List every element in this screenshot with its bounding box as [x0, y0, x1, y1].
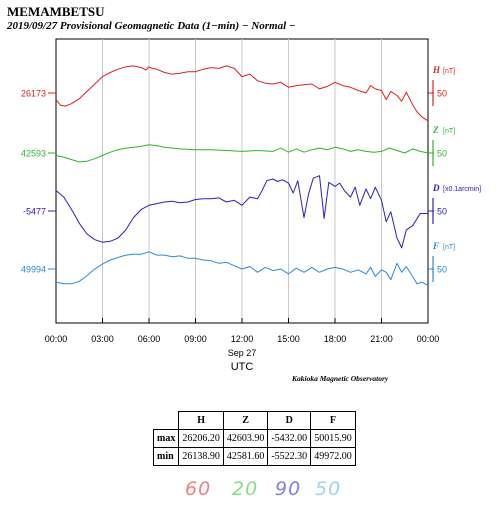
- x-tick-label: 21:00: [370, 334, 393, 344]
- series-line-h: [55, 65, 429, 122]
- row-label-max: max: [152, 429, 180, 448]
- series-name-f: F: [432, 241, 439, 251]
- scale-label-f: 50: [437, 265, 447, 275]
- series-line-d: [55, 175, 428, 249]
- series-name-h: H: [432, 65, 441, 75]
- station-name: MEMAMBETSU: [7, 4, 105, 19]
- max-h: 26206.20: [178, 429, 224, 448]
- baseline-value-f: 49994: [21, 265, 46, 275]
- observatory-credit: Kakioka Magnetic Observatory: [292, 374, 389, 383]
- scale-label-h: 50: [437, 89, 447, 99]
- baseline-value-z: 42593: [21, 149, 46, 159]
- table-corner: [153, 411, 180, 430]
- chart-subtitle: 2019/09/27 Provisional Geomagnetic Data …: [7, 20, 296, 32]
- baseline-value-h: 26173: [21, 89, 46, 99]
- series-name-d: D: [432, 183, 440, 193]
- handwritten-note-h: 60: [185, 478, 212, 500]
- scale-label-z: 50: [437, 149, 447, 159]
- series-unit-z: [nT]: [443, 128, 455, 135]
- x-tick-label: 18:00: [324, 334, 347, 344]
- x-tick-label: 06:00: [138, 334, 161, 344]
- x-tick-label: 09:00: [184, 334, 207, 344]
- table-header-row: H Z D F: [153, 411, 356, 430]
- x-tick-label: 00:00: [417, 334, 440, 344]
- max-min-table: H Z D F max 26206.20 42603.90 -5432.00 5…: [152, 411, 356, 466]
- baseline-value-d: -5477: [23, 207, 46, 217]
- series-line-z: [55, 144, 429, 163]
- table-row: max 26206.20 42603.90 -5432.00 50015.90: [152, 429, 356, 448]
- handwritten-note-d: 90: [275, 478, 302, 500]
- series-line-f: [55, 251, 429, 286]
- min-d: -5522.30: [267, 447, 312, 466]
- handwritten-note-z: 20: [232, 478, 259, 500]
- max-z: 42603.90: [222, 429, 269, 448]
- col-header-f: F: [310, 411, 356, 430]
- x-tick-label: 12:00: [231, 334, 254, 344]
- handwritten-note-f: 50: [315, 478, 342, 500]
- min-f: 49972.00: [310, 447, 356, 466]
- magnetogram-plot: 00:00 03:00 06:00 09:00 12:00 15:00 18:00 21:00…: [21, 38, 481, 373]
- col-header-d: D: [267, 411, 312, 430]
- x-axis-label: UTC: [231, 361, 254, 373]
- series-unit-f: [nT]: [443, 244, 455, 251]
- series-traces: [55, 65, 429, 286]
- axis-labels: 00:00 03:00 06:00 09:00 12:00 15:00 18:00 21:00…: [21, 65, 481, 373]
- time-gridlines: [102, 39, 382, 323]
- min-h: 26138.90: [178, 447, 224, 466]
- scale-label-d: 50: [437, 207, 447, 217]
- col-header-h: H: [178, 411, 224, 430]
- max-d: -5432.00: [267, 429, 312, 448]
- x-tick-label: 03:00: [91, 334, 114, 344]
- x-date-label: Sep 27: [228, 348, 257, 358]
- max-f: 50015.90: [310, 429, 356, 448]
- x-tick-label: 15:00: [277, 334, 300, 344]
- series-unit-h: [nT]: [443, 68, 455, 75]
- axis-ticks: [48, 80, 434, 323]
- col-header-z: Z: [222, 411, 269, 430]
- x-tick-label: 00:00: [45, 334, 68, 344]
- series-unit-d: [x0.1arcmin]: [443, 186, 481, 193]
- row-label-min: min: [152, 447, 180, 466]
- title-block: MEMAMBETSU 2019/09/27 Provisional Geomag…: [7, 4, 296, 33]
- series-name-z: Z: [432, 125, 439, 135]
- min-z: 42581.60: [222, 447, 269, 466]
- table-row: min 26138.90 42581.60 -5522.30 49972.00: [152, 447, 356, 466]
